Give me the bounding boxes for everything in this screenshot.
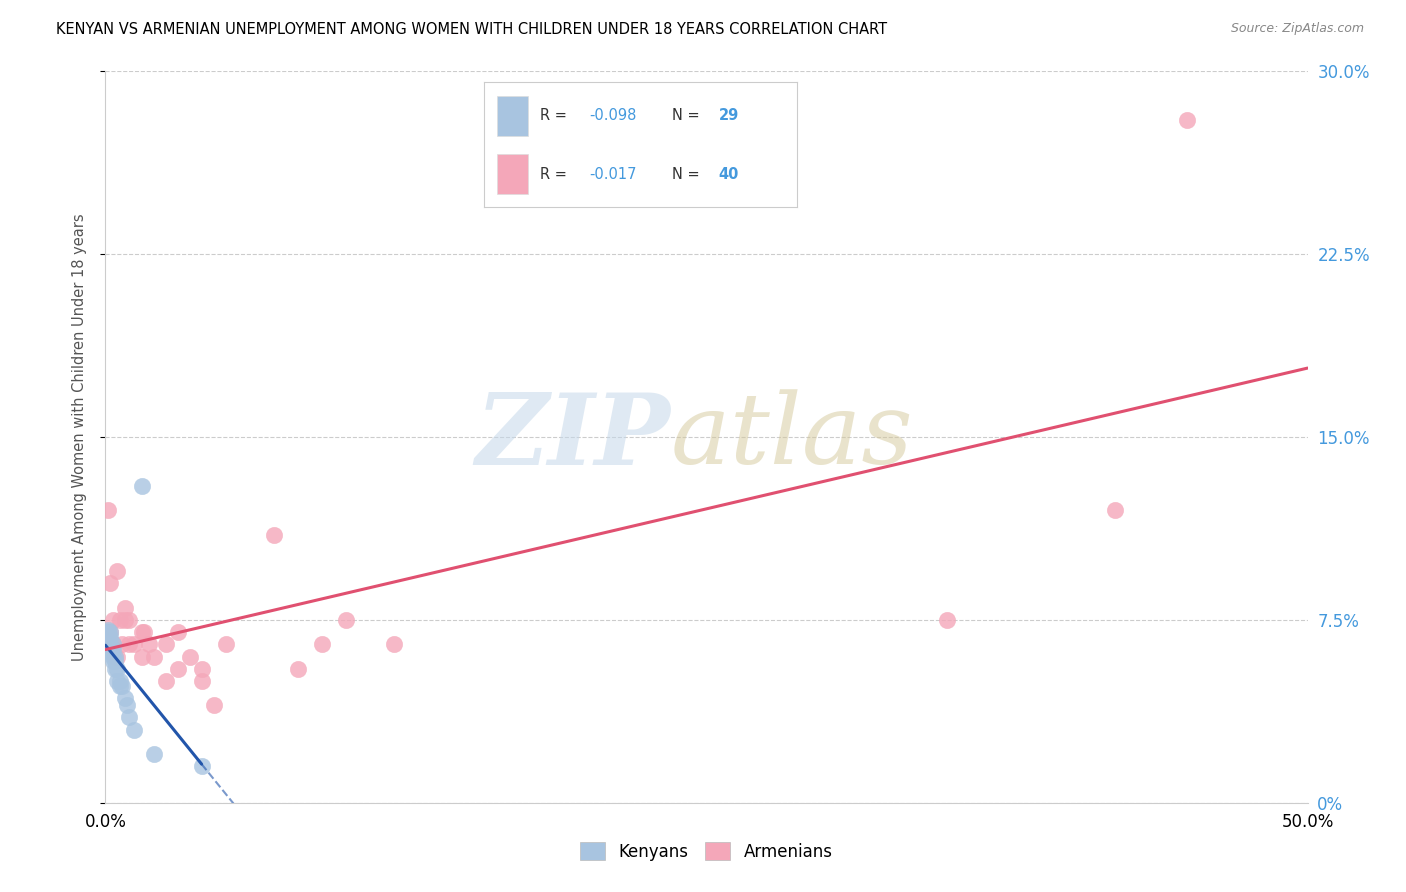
- Point: [263, 527, 285, 541]
- Point: [104, 662, 127, 676]
- Point: [94, 642, 117, 657]
- Point: [104, 654, 127, 668]
- Point: [287, 662, 309, 676]
- Point: [101, 649, 124, 664]
- Text: Source: ZipAtlas.com: Source: ZipAtlas.com: [1230, 22, 1364, 36]
- Point: [142, 747, 165, 761]
- Point: [108, 679, 131, 693]
- Point: [131, 479, 153, 493]
- Point: [97, 625, 120, 640]
- Point: [118, 637, 141, 651]
- Point: [101, 637, 124, 651]
- Point: [97, 637, 120, 651]
- Point: [101, 642, 124, 657]
- Point: [179, 649, 201, 664]
- Point: [132, 625, 155, 640]
- Point: [111, 679, 134, 693]
- Text: ZIP: ZIP: [475, 389, 671, 485]
- Point: [118, 710, 141, 724]
- Point: [138, 637, 160, 651]
- Point: [107, 649, 129, 664]
- Y-axis label: Unemployment Among Women with Children Under 18 years: Unemployment Among Women with Children U…: [72, 213, 87, 661]
- Text: KENYAN VS ARMENIAN UNEMPLOYMENT AMONG WOMEN WITH CHILDREN UNDER 18 YEARS CORRELA: KENYAN VS ARMENIAN UNEMPLOYMENT AMONG WO…: [56, 22, 887, 37]
- Point: [97, 503, 120, 517]
- Point: [936, 613, 959, 627]
- Point: [131, 625, 153, 640]
- Point: [311, 637, 333, 651]
- Point: [98, 630, 121, 644]
- Point: [202, 698, 225, 713]
- Point: [97, 623, 120, 637]
- Point: [107, 564, 129, 578]
- Point: [94, 625, 117, 640]
- Point: [111, 637, 134, 651]
- Point: [114, 613, 136, 627]
- Legend: Kenyans, Armenians: Kenyans, Armenians: [574, 836, 839, 868]
- Point: [190, 662, 212, 676]
- Point: [94, 625, 117, 640]
- Point: [97, 630, 120, 644]
- Point: [108, 673, 131, 688]
- Point: [108, 613, 131, 627]
- Point: [107, 673, 129, 688]
- Point: [98, 576, 121, 591]
- Point: [104, 649, 127, 664]
- Point: [98, 637, 121, 651]
- Point: [155, 637, 177, 651]
- Point: [382, 637, 405, 651]
- Point: [104, 649, 127, 664]
- Point: [98, 645, 121, 659]
- Point: [98, 625, 121, 640]
- Text: atlas: atlas: [671, 390, 914, 484]
- Point: [214, 637, 236, 651]
- Point: [190, 759, 212, 773]
- Point: [142, 649, 165, 664]
- Point: [335, 613, 357, 627]
- Point: [94, 637, 117, 651]
- Point: [131, 649, 153, 664]
- Point: [114, 600, 136, 615]
- Point: [124, 637, 146, 651]
- Point: [124, 723, 146, 737]
- Point: [190, 673, 212, 688]
- Point: [98, 625, 121, 640]
- Point: [1175, 113, 1198, 128]
- Point: [94, 632, 117, 647]
- Point: [118, 613, 141, 627]
- Point: [115, 698, 138, 713]
- Point: [101, 654, 124, 668]
- Point: [155, 673, 177, 688]
- Point: [101, 613, 124, 627]
- Point: [114, 690, 136, 705]
- Point: [101, 637, 124, 651]
- Point: [166, 662, 188, 676]
- Point: [1104, 503, 1126, 517]
- Point: [107, 662, 129, 676]
- Point: [166, 625, 188, 640]
